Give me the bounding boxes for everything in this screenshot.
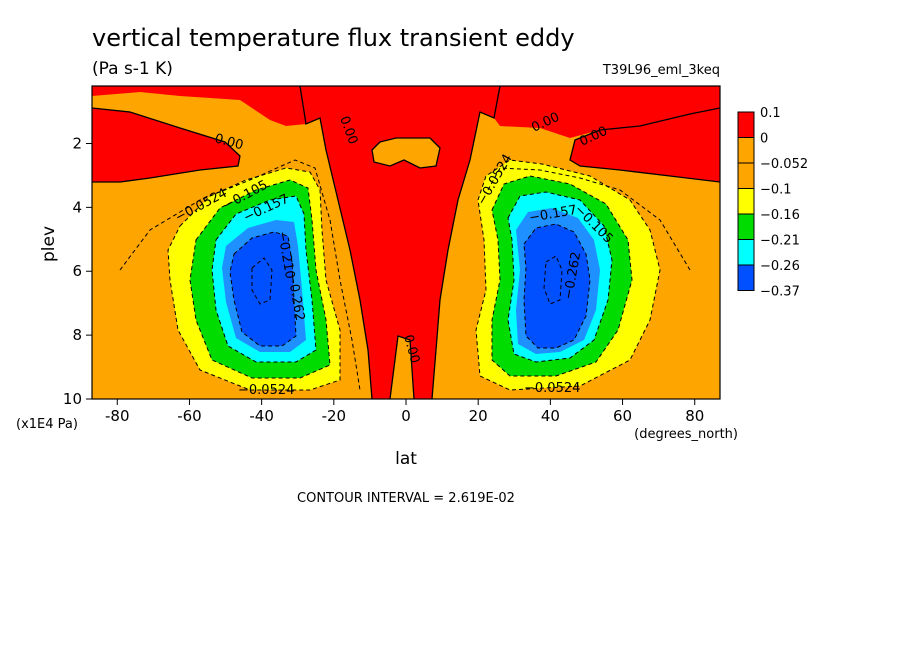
colorbar-swatch	[737, 188, 755, 215]
colorbar-swatch	[737, 213, 755, 240]
contour-label: 0.00	[400, 333, 422, 365]
colorbar-label: −0.37	[760, 285, 800, 300]
y-tick-label: 6	[72, 262, 82, 280]
band-red-top	[92, 86, 720, 399]
y-axis-label: plev	[39, 226, 59, 262]
contour-label: −0.0524	[524, 381, 580, 396]
run-label: T39L96_eml_3keq	[602, 63, 720, 78]
x-tick-label: 80	[685, 407, 704, 425]
band-darkblue-nh	[524, 224, 590, 348]
colorbar-label: −0.052	[760, 157, 808, 172]
colorbar-swatch	[737, 239, 755, 266]
colorbar-label: 0	[760, 132, 768, 147]
band-darkblue-sh	[230, 232, 296, 346]
contour-lines-negative	[119, 159, 691, 391]
y-axis: 2 4 6 8 10	[63, 134, 92, 408]
chart-units: (Pa s-1 K)	[92, 59, 173, 79]
contour-interval-note: CONTOUR INTERVAL = 2.619E-02	[297, 491, 515, 506]
contour-field: 0.00 0.00 0.00 0.00 0.00 −0.0524 −0.105 …	[92, 86, 720, 399]
y-tick-label: 4	[72, 198, 82, 216]
colorbar-swatch	[737, 264, 755, 291]
x-tick-label: -40	[249, 407, 274, 425]
x-tick-label: 20	[469, 407, 488, 425]
y-axis-units: (x1E4 Pa)	[16, 417, 78, 432]
x-tick-label: -20	[322, 407, 347, 425]
band-red-left	[92, 108, 240, 182]
y-tick-label: 8	[72, 326, 82, 344]
colorbar-label: −0.16	[760, 208, 800, 223]
x-tick-label: 60	[613, 407, 632, 425]
chart-title: vertical temperature flux transient eddy	[92, 24, 575, 52]
contour-label: 0.00	[213, 131, 245, 153]
colorbar: 0.1 0 −0.052 −0.1 −0.16 −0.21 −0.26 −0.37	[737, 106, 808, 300]
x-tick-label: -60	[177, 407, 202, 425]
contour-lines	[92, 86, 720, 399]
x-axis: -80 -60 -40 -20 0 20 40 60 80	[105, 399, 704, 425]
x-tick-label: 40	[541, 407, 560, 425]
colorbar-swatch	[737, 137, 755, 164]
contour-label: −0.0524	[238, 383, 294, 398]
colorbar-label: −0.26	[760, 259, 800, 274]
x-axis-label: lat	[395, 449, 417, 469]
band-orange-hole	[372, 138, 440, 168]
colorbar-label: 0.1	[760, 106, 781, 121]
x-tick-label: -80	[105, 407, 130, 425]
y-tick-label: 2	[72, 134, 82, 152]
band-red-right	[570, 108, 720, 182]
y-tick-label: 10	[63, 390, 82, 408]
x-tick-label: 0	[401, 407, 411, 425]
colorbar-swatch	[737, 162, 755, 189]
colorbar-label: −0.21	[760, 234, 800, 249]
colorbar-label: −0.1	[760, 183, 792, 198]
colorbar-swatch	[737, 111, 755, 138]
x-axis-units: (degrees_north)	[634, 427, 738, 442]
